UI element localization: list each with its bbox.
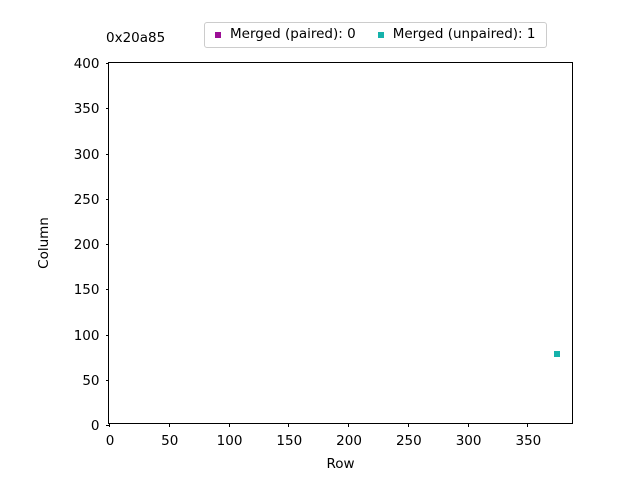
x-axis-tick-label: 300 [455,432,482,449]
plot-canvas [109,63,572,423]
x-axis-tick-label: 0 [105,432,115,449]
x-axis-tick: 100 [217,423,242,449]
y-axis-tick: 100 [74,328,109,344]
legend-entry-label: Merged (paired): 0 [230,26,356,43]
legend-entry-label: Merged (unpaired): 1 [392,26,536,43]
data-point [554,350,561,357]
y-axis-tick-label: 200 [73,237,100,253]
chart-legend: Merged (paired): 0 Merged (unpaired): 1 [204,22,547,48]
y-axis-tick-label: 250 [73,191,100,208]
y-axis-tick: 300 [74,147,109,163]
y-axis-tick: 400 [74,56,109,72]
x-axis-tick-label: 100 [216,432,243,449]
x-axis-tick: 250 [396,423,422,449]
y-axis-tick-label: 350 [73,101,100,118]
x-axis-tick-label: 50 [161,432,179,449]
y-axis-tick-label: 150 [73,282,100,299]
y-axis-tick: 250 [74,192,109,208]
x-axis-tick: 300 [456,423,482,449]
x-axis-tick: 50 [161,423,178,449]
x-axis-tick-label: 350 [515,432,542,449]
x-axis-tick-label: 150 [276,432,303,449]
y-axis-label: Column [36,217,52,269]
y-axis-tick-label: 300 [73,146,100,163]
x-axis-label: Row [326,456,355,472]
y-axis-tick: 350 [74,101,109,117]
y-axis-tick: 150 [74,282,109,298]
y-axis-tick: 0 [91,418,109,434]
y-axis-tick-label: 0 [90,418,100,434]
x-axis-tick: 150 [276,423,302,449]
y-axis-tick: 50 [82,373,109,389]
x-axis-tick-label: 250 [395,432,422,449]
x-axis-tick: 0 [106,423,114,449]
y-axis-tick-label: 50 [82,372,100,389]
plot-area: 0 50 100 150 200 250 300 350 400 0 50 100 150 200 250 3… [74,56,573,449]
x-axis-tick: 350 [515,423,541,449]
y-axis-tick-label: 400 [73,56,100,72]
chart-title: 0x20a85 [106,30,166,46]
x-axis-tick-label: 200 [336,432,362,449]
legend-marker-icon [377,32,384,38]
y-axis-tick-label: 100 [73,327,100,344]
y-axis-tick: 200 [74,237,109,253]
legend-marker-icon [215,32,221,38]
legend-entry[interactable]: Merged (paired): 0 [215,28,356,42]
legend-entry[interactable]: Merged (unpaired): 1 [377,26,536,43]
x-axis-tick: 200 [336,423,362,449]
